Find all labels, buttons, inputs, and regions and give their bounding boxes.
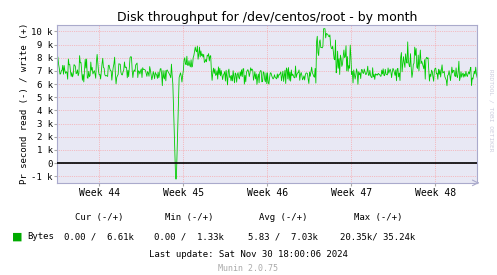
- Text: 0.00 /  6.61k: 0.00 / 6.61k: [65, 232, 134, 241]
- Text: 0.00 /  1.33k: 0.00 / 1.33k: [154, 232, 224, 241]
- Title: Disk throughput for /dev/centos/root - by month: Disk throughput for /dev/centos/root - b…: [117, 10, 417, 24]
- Text: Last update: Sat Nov 30 18:00:06 2024: Last update: Sat Nov 30 18:00:06 2024: [149, 250, 348, 259]
- Text: 5.83 /  7.03k: 5.83 / 7.03k: [248, 232, 318, 241]
- Text: 20.35k/ 35.24k: 20.35k/ 35.24k: [340, 232, 415, 241]
- Text: Cur (-/+): Cur (-/+): [75, 213, 124, 222]
- Text: Bytes: Bytes: [27, 232, 54, 241]
- Text: Min (-/+): Min (-/+): [165, 213, 213, 222]
- Text: Max (-/+): Max (-/+): [353, 213, 402, 222]
- Text: Avg (-/+): Avg (-/+): [259, 213, 308, 222]
- Y-axis label: Pr second read (-) / write (+): Pr second read (-) / write (+): [20, 23, 29, 185]
- Text: RRDTOOL / TOBI OETIKER: RRDTOOL / TOBI OETIKER: [489, 69, 494, 151]
- Text: Munin 2.0.75: Munin 2.0.75: [219, 264, 278, 273]
- Text: ■: ■: [12, 232, 23, 241]
